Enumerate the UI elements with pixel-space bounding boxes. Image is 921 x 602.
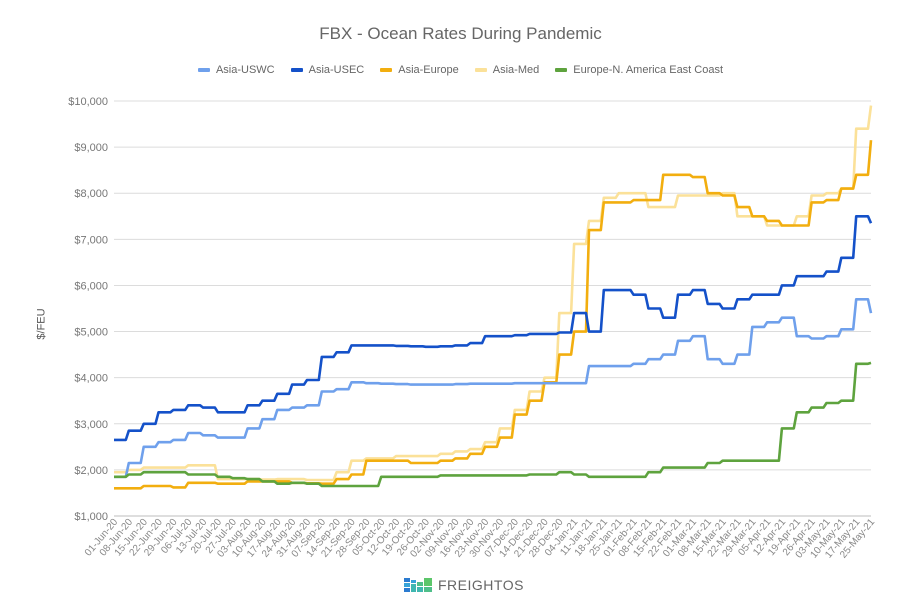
y-tick-label: $10,000	[68, 96, 108, 108]
y-tick-label: $8,000	[74, 188, 108, 200]
legend-swatch-icon	[555, 68, 568, 72]
legend-label: Asia-Med	[492, 64, 540, 76]
series-line-asia-usec[interactable]	[114, 215, 873, 442]
legend-swatch-icon	[474, 68, 487, 72]
y-tick-label: $3,000	[74, 419, 108, 431]
legend-item-asia-usec[interactable]: Asia-USEC	[290, 64, 365, 76]
y-tick-label: $7,000	[74, 234, 108, 246]
freightos-logo: FREIGHTOS	[404, 577, 524, 593]
legend-swatch-icon	[290, 68, 303, 72]
legend-item-asia-europe[interactable]: Asia-Europe	[380, 64, 459, 76]
chart-legend: Asia-USWC Asia-USEC Asia-Europe Asia-Med…	[0, 64, 921, 76]
legend-item-europe-na-east-coast[interactable]: Europe-N. America East Coast	[555, 64, 723, 76]
series-line-europe-n-america-east-coast[interactable]	[114, 361, 872, 488]
legend-swatch-icon	[380, 68, 393, 72]
y-tick-label: $5,000	[74, 327, 108, 339]
freightos-logo-text: FREIGHTOS	[438, 577, 524, 593]
y-tick-label: $4,000	[74, 373, 108, 385]
legend-item-asia-uswc[interactable]: Asia-USWC	[197, 64, 275, 76]
y-tick-label: $1,000	[74, 511, 108, 523]
y-tick-label: $2,000	[74, 465, 108, 477]
y-tick-label: $9,000	[74, 142, 108, 154]
freightos-logo-icon	[404, 578, 432, 592]
y-tick-label: $6,000	[74, 280, 108, 292]
legend-label: Europe-N. America East Coast	[573, 64, 724, 76]
legend-label: Asia-Europe	[398, 64, 459, 76]
series-line-asia-uswc[interactable]	[114, 297, 873, 479]
legend-swatch-icon	[197, 68, 210, 72]
legend-label: Asia-USEC	[308, 64, 365, 76]
series-line-asia-europe[interactable]	[114, 140, 873, 490]
legend-item-asia-med[interactable]: Asia-Med	[474, 64, 540, 76]
chart-title: FBX - Ocean Rates During Pandemic	[319, 24, 602, 43]
legend-label: Asia-USWC	[215, 64, 275, 76]
